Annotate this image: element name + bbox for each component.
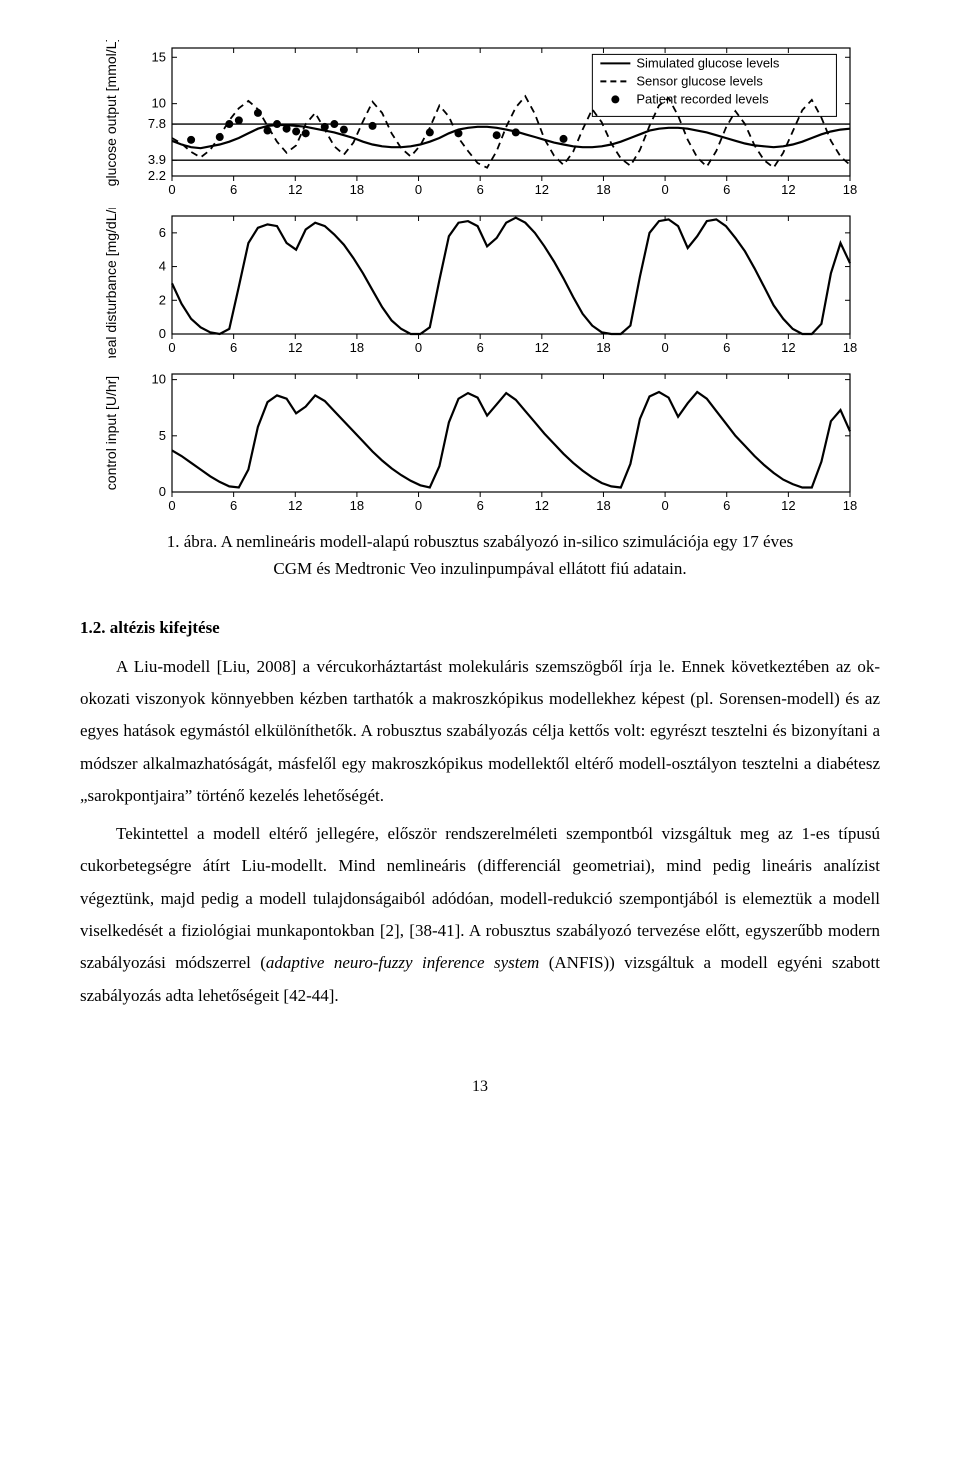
svg-text:18: 18 xyxy=(350,182,364,197)
page-number: 13 xyxy=(80,1072,880,1102)
svg-text:18: 18 xyxy=(843,182,857,197)
svg-text:0: 0 xyxy=(159,326,166,341)
svg-text:Simulated glucose levels: Simulated glucose levels xyxy=(636,55,780,70)
svg-text:18: 18 xyxy=(596,498,610,513)
section-title: 1.2. altézis kifejtése xyxy=(80,612,880,644)
svg-text:18: 18 xyxy=(350,498,364,513)
svg-text:0: 0 xyxy=(415,498,422,513)
svg-text:12: 12 xyxy=(288,182,302,197)
svg-text:glucose output [mmol/L]: glucose output [mmol/L] xyxy=(103,40,119,186)
svg-text:6: 6 xyxy=(477,498,484,513)
svg-text:2: 2 xyxy=(159,292,166,307)
svg-text:6: 6 xyxy=(723,182,730,197)
svg-text:6: 6 xyxy=(230,340,237,355)
svg-text:control input [U/hr]: control input [U/hr] xyxy=(103,376,119,490)
svg-text:18: 18 xyxy=(843,498,857,513)
svg-text:meal disturbance [mg/dL/min]: meal disturbance [mg/dL/min] xyxy=(103,208,119,358)
chart-panel-glucose: 0 6 12 18 0 6 12 18 0 6 12 18 2.23.9 7.8 10 15 glucose o… xyxy=(100,40,860,200)
svg-text:10: 10 xyxy=(152,372,166,387)
chart-panel-meal: 0 6 12 18 0 6 12 18 0 6 12 18 0 2 4 6 meal disturbance [… xyxy=(100,208,860,358)
svg-text:18: 18 xyxy=(843,340,857,355)
svg-text:6: 6 xyxy=(159,225,166,240)
svg-text:6: 6 xyxy=(477,182,484,197)
svg-text:0: 0 xyxy=(661,498,668,513)
svg-text:12: 12 xyxy=(535,498,549,513)
svg-text:6: 6 xyxy=(723,340,730,355)
caption-line1: A nemlineáris modell-alapú robusztus sza… xyxy=(217,532,793,551)
svg-text:0: 0 xyxy=(661,340,668,355)
caption-prefix: 1. ábra. xyxy=(167,532,218,551)
caption-line2: CGM és Medtronic Veo inzulinpumpával ell… xyxy=(273,559,686,578)
paragraph-1: A Liu-modell [Liu, 2008] a vércukorházta… xyxy=(80,651,880,812)
svg-text:Patient recorded levels: Patient recorded levels xyxy=(636,91,769,106)
svg-text:7.8: 7.8 xyxy=(148,116,166,131)
svg-text:3.9: 3.9 xyxy=(148,152,166,167)
svg-text:18: 18 xyxy=(350,340,364,355)
svg-text:0: 0 xyxy=(159,484,166,499)
svg-text:0: 0 xyxy=(168,498,175,513)
svg-text:12: 12 xyxy=(781,498,795,513)
paragraph-2: Tekintettel a modell eltérő jellegére, e… xyxy=(80,818,880,1012)
svg-text:6: 6 xyxy=(230,182,237,197)
svg-text:0: 0 xyxy=(168,182,175,197)
svg-text:4: 4 xyxy=(159,259,166,274)
figure: 0 6 12 18 0 6 12 18 0 6 12 18 2.23.9 7.8 10 15 glucose o… xyxy=(100,40,860,516)
svg-text:12: 12 xyxy=(781,340,795,355)
svg-text:6: 6 xyxy=(230,498,237,513)
svg-text:12: 12 xyxy=(288,340,302,355)
svg-text:2.2: 2.2 xyxy=(148,168,166,183)
svg-text:18: 18 xyxy=(596,340,610,355)
svg-text:0: 0 xyxy=(168,340,175,355)
svg-text:0: 0 xyxy=(415,182,422,197)
svg-text:6: 6 xyxy=(723,498,730,513)
svg-text:6: 6 xyxy=(477,340,484,355)
svg-text:12: 12 xyxy=(781,182,795,197)
chart-panel-control: 0 6 12 18 0 6 12 18 0 6 12 18 0 5 10 control input [U/h… xyxy=(100,366,860,516)
svg-text:18: 18 xyxy=(596,182,610,197)
figure-caption: 1. ábra. A nemlineáris modell-alapú robu… xyxy=(80,528,880,582)
svg-text:5: 5 xyxy=(159,428,166,443)
svg-text:10: 10 xyxy=(152,96,166,111)
svg-text:12: 12 xyxy=(288,498,302,513)
svg-text:15: 15 xyxy=(152,49,166,64)
svg-text:0: 0 xyxy=(415,340,422,355)
svg-text:Sensor glucose levels: Sensor glucose levels xyxy=(636,73,763,88)
svg-text:12: 12 xyxy=(535,182,549,197)
svg-text:12: 12 xyxy=(535,340,549,355)
svg-text:0: 0 xyxy=(661,182,668,197)
